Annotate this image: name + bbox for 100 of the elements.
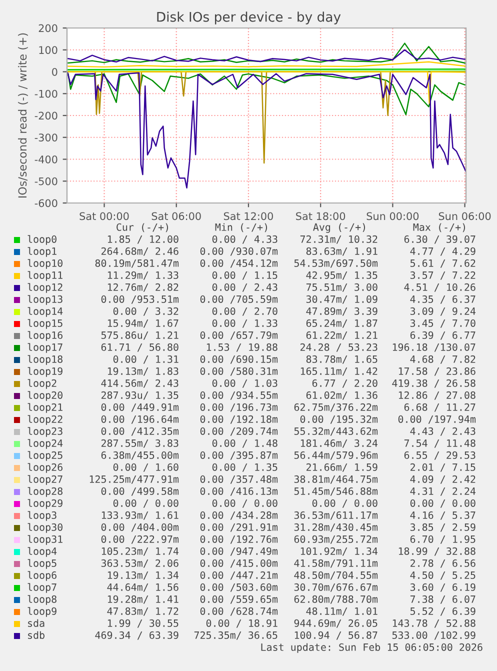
text: 12.86 / 27.08	[398, 391, 476, 400]
text: 0.00 /503.60m	[200, 583, 278, 592]
text: 6.77 / 2.20	[312, 379, 378, 388]
text: 0.00 /415.00m	[200, 559, 278, 568]
legend-label: loop28	[28, 487, 62, 497]
legend-label: loop19	[28, 367, 62, 377]
legend-label: loop22	[28, 415, 62, 425]
text: 61.22m/ 1.21	[306, 331, 378, 340]
text: 1.99 / 30.55	[108, 619, 178, 628]
text: 0.00 /209.74m	[200, 427, 278, 436]
text: 287.55m/ 3.83	[101, 439, 178, 448]
text: 83.63m/ 1.91	[306, 247, 378, 256]
text: 30.47m/ 1.09	[306, 295, 378, 304]
text: 62.80m/788.70m	[294, 595, 378, 604]
text: 42.95m/ 1.35	[306, 271, 378, 280]
text: 3.45 / 7.70	[410, 319, 476, 328]
text: 0.00 /196.64m	[101, 415, 179, 424]
text: 0.00 /357.48m	[200, 475, 278, 484]
text: 725.35m/ 36.65	[194, 631, 278, 640]
text: 6.38m/455.00m	[101, 451, 179, 460]
y-tick-label: -600	[34, 199, 58, 208]
text: 0.00 / 1.31	[113, 355, 178, 364]
text: 0.00 /416.13m	[200, 487, 278, 496]
text: Max (-/+)	[413, 223, 466, 232]
legend-label: loop8	[28, 595, 56, 605]
text: 0.00 /192.76m	[200, 535, 278, 544]
text: 11.29m/ 1.33	[108, 271, 178, 280]
text: 419.38 / 26.58	[392, 379, 476, 388]
x-tick-label: Sat 00:00	[80, 212, 129, 220]
text: 4.35 / 6.37	[410, 295, 476, 304]
text: Cur (-/+)	[116, 223, 168, 232]
legend-label: loop29	[28, 499, 62, 509]
legend-label: loop10	[28, 259, 62, 269]
text: 0.00 /222.97m	[101, 535, 179, 544]
text: 54.53m/697.50m	[294, 259, 378, 268]
legend-label: loop13	[28, 295, 62, 305]
text: 3.57 / 7.22	[410, 271, 476, 280]
text: 3.60 / 6.19	[410, 583, 476, 592]
text: 19.13m/ 1.83	[108, 367, 178, 376]
text: 61.02m/ 1.36	[306, 391, 378, 400]
text: 0.00 / 1.33	[212, 319, 278, 328]
text: 101.92m/ 1.34	[300, 547, 378, 556]
legend-label: loop15	[28, 319, 62, 329]
legend-label: loop3	[28, 511, 56, 521]
text: 0.00 / 18.91	[206, 619, 278, 628]
text: 55.32m/443.62m	[294, 427, 378, 436]
text: 48.11m/ 1.01	[306, 607, 378, 616]
text: 51.45m/546.88m	[294, 487, 378, 496]
legend-label: loop12	[28, 283, 62, 293]
text: 363.53m/ 2.06	[101, 559, 178, 568]
text: 6.39 / 6.77	[410, 331, 476, 340]
text: 0.00 / 1.15	[212, 271, 278, 280]
legend-label: loop24	[28, 439, 63, 449]
x-tick-label: Sun 06:00	[438, 212, 491, 220]
text: 0.00 /580.31m	[200, 367, 278, 376]
y-tick-label: -300	[34, 134, 58, 142]
text: 287.93u/ 1.35	[101, 391, 178, 400]
y-tick-label: 200	[38, 24, 58, 32]
text: 0.00 / 0.00	[410, 499, 476, 508]
text: 2.78 / 6.56	[410, 559, 476, 568]
text: 44.64m/ 1.56	[107, 583, 178, 592]
legend-label: sda	[28, 619, 44, 627]
text: 0.00 / 1.60	[113, 463, 178, 472]
x-tick-label: Sun 00:00	[366, 212, 419, 220]
text: 575.86u/ 1.21	[101, 331, 178, 340]
text: 944.69m/ 26.05	[294, 619, 378, 628]
text: 0.00 /454.12m	[200, 259, 278, 268]
text: 75.51m/ 3.00	[306, 283, 378, 292]
legend-label: loop2	[28, 379, 56, 389]
y-axis-title: IOs/second read (-) / write (+)	[18, 33, 28, 198]
text: 0.00 /195.32m	[300, 415, 378, 424]
x-tick-label: Sat 12:00	[224, 212, 273, 220]
text: 0.00 /412.35m	[101, 427, 179, 436]
legend-label: loop11	[28, 271, 62, 281]
text: 0.00 / 1.48	[212, 439, 278, 448]
y-tick-label: 100	[39, 46, 58, 54]
text: 6.70 / 1.95	[410, 535, 476, 544]
text: 72.31m/ 10.32	[300, 235, 378, 244]
line-series	[68, 73, 466, 116]
text: 41.58m/791.11m	[294, 559, 378, 568]
text: 0.00 /705.59m	[200, 295, 278, 304]
text: 0.00 /930.07m	[200, 247, 278, 256]
text: 165.11m/ 1.42	[300, 367, 378, 376]
text: Min (-/+)	[215, 223, 268, 232]
text: 0.00 /953.51m	[101, 295, 179, 304]
text: 0.00 /434.28m	[200, 511, 278, 520]
text: 3.09 / 9.24	[410, 307, 476, 316]
text: 0.00 / 2.70	[212, 307, 278, 316]
text: 0.00 /934.55m	[200, 391, 278, 400]
legend-label: loop0	[28, 235, 56, 245]
text: 24.28 / 53.23	[300, 343, 378, 352]
text: 0.00 /196.73m	[200, 403, 278, 412]
text: 125.25m/477.91m	[90, 475, 179, 484]
text: 80.19m/581.47m	[95, 259, 179, 268]
text: 0.00 / 4.33	[212, 235, 278, 244]
text: 17.58 / 23.86	[398, 367, 476, 376]
text: 0.00 / 0.00	[312, 499, 378, 508]
text: 31.28m/430.45m	[294, 523, 378, 532]
text: 62.75m/376.22m	[294, 403, 378, 412]
line-series	[68, 49, 466, 63]
